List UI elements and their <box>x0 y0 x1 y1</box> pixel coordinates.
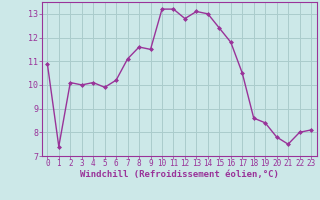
X-axis label: Windchill (Refroidissement éolien,°C): Windchill (Refroidissement éolien,°C) <box>80 170 279 179</box>
